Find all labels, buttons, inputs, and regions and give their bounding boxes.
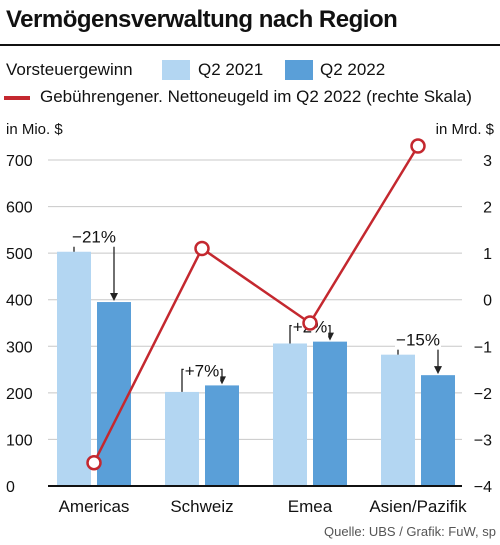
change-label: −21% <box>72 228 116 247</box>
legend-swatch-q2-2021 <box>162 60 190 80</box>
y-tick-label-left: 200 <box>6 386 33 403</box>
change-label: −15% <box>396 331 440 350</box>
y-tick-label-right: 1 <box>483 246 492 263</box>
bar-q2-2022 <box>421 375 455 486</box>
x-tick-label: Asien/Pazifik <box>369 497 467 516</box>
legend-label-q2-2021: Q2 2021 <box>198 60 264 79</box>
y-axis-label-left: in Mio. $ <box>6 121 63 138</box>
legend-swatch-q2-2022 <box>285 60 313 80</box>
legend-line-label: Gebührengener. Nettoneugeld im Q2 2022 (… <box>40 87 472 106</box>
bar-q2-2021 <box>381 354 415 486</box>
legend-label-q2-2022: Q2 2022 <box>320 60 386 79</box>
change-label: +7% <box>185 361 220 380</box>
y-axis-label-right: in Mrd. $ <box>436 121 495 138</box>
y-tick-label-right: −4 <box>474 479 492 496</box>
y-tick-label-left: 700 <box>6 153 33 170</box>
change-arrow <box>110 293 118 302</box>
bar-q2-2021 <box>273 343 307 486</box>
line-series-nettoneugeld <box>92 145 420 464</box>
y-tick-label-right: −1 <box>474 339 492 356</box>
bar-q2-2022 <box>313 341 347 486</box>
bar-q2-2021 <box>57 251 91 486</box>
y-tick-label-right: −2 <box>474 386 492 403</box>
change-label-bg <box>183 358 221 381</box>
y-tick-label-left: 500 <box>6 246 33 263</box>
y-tick-label-left: 100 <box>6 432 33 449</box>
y-tick-label-right: −3 <box>474 432 492 449</box>
y-tick-label-left: 600 <box>6 200 33 217</box>
line-point <box>410 138 426 154</box>
y-tick-label-right: 0 <box>483 293 492 310</box>
source-note: Quelle: UBS / Grafik: FuW, sp <box>324 524 496 539</box>
bar-q2-2022 <box>205 385 239 486</box>
chart-title: Vermögensverwaltung nach Region <box>6 6 398 33</box>
y-tick-label-right: 2 <box>483 200 492 217</box>
y-tick-label-right: 3 <box>483 153 492 170</box>
legend-line-swatch <box>4 96 30 100</box>
line-point <box>302 315 318 331</box>
line-point <box>194 240 210 257</box>
line-point <box>86 454 102 471</box>
y-tick-label-left: 300 <box>6 339 33 356</box>
change-label-bg <box>395 327 441 350</box>
x-tick-label: Emea <box>288 497 333 516</box>
change-label-bg <box>71 224 117 247</box>
y-tick-label-left: 0 <box>6 479 15 496</box>
bar-q2-2021 <box>165 391 199 486</box>
title-rule <box>0 44 500 46</box>
change-arrow <box>434 366 442 375</box>
x-tick-label: Americas <box>59 497 130 516</box>
legend-bars-label: Vorsteuergewinn <box>6 60 133 79</box>
x-tick-label: Schweiz <box>170 497 233 516</box>
y-tick-label-left: 400 <box>6 293 33 310</box>
bar-q2-2022 <box>97 302 131 486</box>
